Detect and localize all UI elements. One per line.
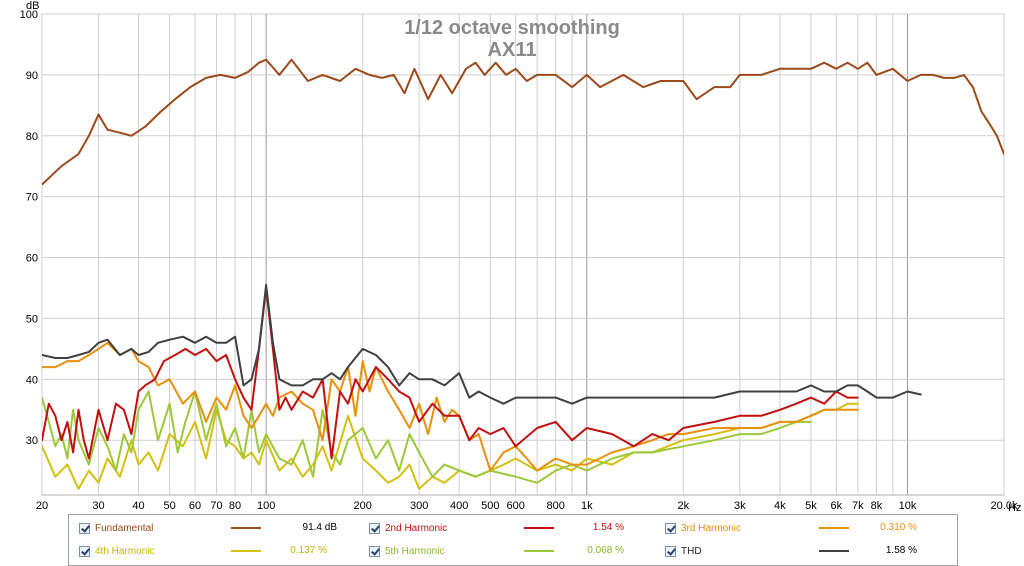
y-tick-label: 50 [26, 313, 38, 325]
x-tick-label: 20 [36, 500, 48, 512]
y-tick-label: 90 [26, 70, 38, 82]
checkbox-icon[interactable] [665, 545, 676, 557]
legend-swatch [819, 550, 849, 552]
legend-item-fundamental[interactable]: Fundamental [79, 519, 153, 537]
x-tick-label: 4k [774, 500, 786, 512]
series-line-fundamental [42, 58, 1004, 186]
y-tick-labels: 30 40 50 60 70 80 90 100 [20, 9, 38, 447]
x-tick-label: 200 [353, 500, 371, 512]
legend-swatch [524, 527, 554, 529]
series-line-thd [42, 283, 922, 405]
x-tick-label: 300 [410, 500, 428, 512]
chart: 20 30 40 50 60 70 80 100 200 300 400 500 600 800 1k 2k 3… [20, 0, 1022, 514]
legend-swatch [231, 550, 261, 552]
x-tick-label: 5k [805, 500, 817, 512]
x-tick-label: 6k [831, 500, 843, 512]
checkbox-icon[interactable] [665, 522, 676, 534]
x-tick-label: 7k [852, 500, 864, 512]
x-tick-label: 1k [581, 500, 593, 512]
legend-value: 91.4 dB [302, 522, 337, 533]
legend-label: 3rd Harmonic [681, 522, 742, 534]
x-tick-label: 3k [734, 500, 746, 512]
y-axis-label: dB [26, 0, 39, 12]
x-tick-label: 400 [450, 500, 468, 512]
x-tick-label: 500 [481, 500, 499, 512]
legend-label: 5th Harmonic [385, 545, 445, 557]
checkbox-icon[interactable] [369, 522, 380, 534]
legend: Fundamental 91.4 dB 2nd Harmonic 1.54 % … [68, 514, 958, 566]
legend-label: Fundamental [95, 522, 154, 534]
legend-label: 2nd Harmonic [385, 522, 448, 534]
y-tick-label: 40 [26, 374, 38, 386]
checkbox-icon[interactable] [79, 545, 90, 557]
x-tick-label: 80 [229, 500, 241, 512]
x-axis-label: Hz [1008, 502, 1021, 514]
x-tick-label: 20.0k [991, 500, 1018, 512]
y-tick-label: 60 [26, 253, 38, 265]
x-tick-label: 8k [871, 500, 883, 512]
plot-area [41, 13, 1005, 496]
legend-label: THD [681, 545, 702, 557]
legend-swatch [819, 527, 849, 529]
x-tick-label: 70 [210, 500, 222, 512]
legend-item-4th-harmonic[interactable]: 4th Harmonic [79, 542, 154, 560]
legend-item-thd[interactable]: THD [665, 542, 702, 560]
legend-value: 0.137 % [290, 545, 327, 556]
chart-title: 1/12 octave smoothing [404, 17, 620, 39]
chart-subtitle: AX11 [488, 39, 537, 61]
series-line-4th-harmonic [42, 402, 859, 490]
x-tick-label: 10k [899, 500, 917, 512]
legend-item-3rd-harmonic[interactable]: 3rd Harmonic [665, 519, 741, 537]
checkbox-icon[interactable] [369, 545, 380, 557]
grid-lines [41, 13, 1005, 495]
legend-swatch [524, 550, 554, 552]
x-tick-label: 800 [547, 500, 565, 512]
x-tick-label: 40 [132, 500, 144, 512]
legend-value: 0.310 % [880, 522, 917, 533]
y-tick-label: 100 [20, 9, 38, 21]
legend-value: 0.068 % [587, 545, 624, 556]
legend-value: 1.54 % [592, 522, 624, 533]
y-tick-label: 30 [26, 435, 38, 447]
y-tick-label: 80 [26, 131, 38, 143]
x-tick-labels: 20 30 40 50 60 70 80 100 200 300 400 500 600 800 1k 2k 3… [36, 500, 1018, 512]
series-lines [42, 58, 1004, 490]
legend-value: 1.58 % [885, 545, 917, 556]
x-tick-label: 60 [189, 500, 201, 512]
series-line-2nd-harmonic [42, 287, 859, 460]
x-tick-label: 30 [92, 500, 104, 512]
legend-item-5th-harmonic[interactable]: 5th Harmonic [369, 542, 444, 560]
x-tick-label: 2k [678, 500, 690, 512]
y-tick-label: 70 [26, 192, 38, 204]
x-tick-label: 100 [257, 500, 275, 512]
x-tick-label: 50 [163, 500, 175, 512]
legend-swatch [231, 527, 261, 529]
legend-item-2nd-harmonic[interactable]: 2nd Harmonic [369, 519, 447, 537]
checkbox-icon[interactable] [79, 522, 90, 534]
x-tick-label: 600 [506, 500, 524, 512]
legend-label: 4th Harmonic [95, 545, 155, 557]
series-line-5th-harmonic [42, 390, 812, 484]
